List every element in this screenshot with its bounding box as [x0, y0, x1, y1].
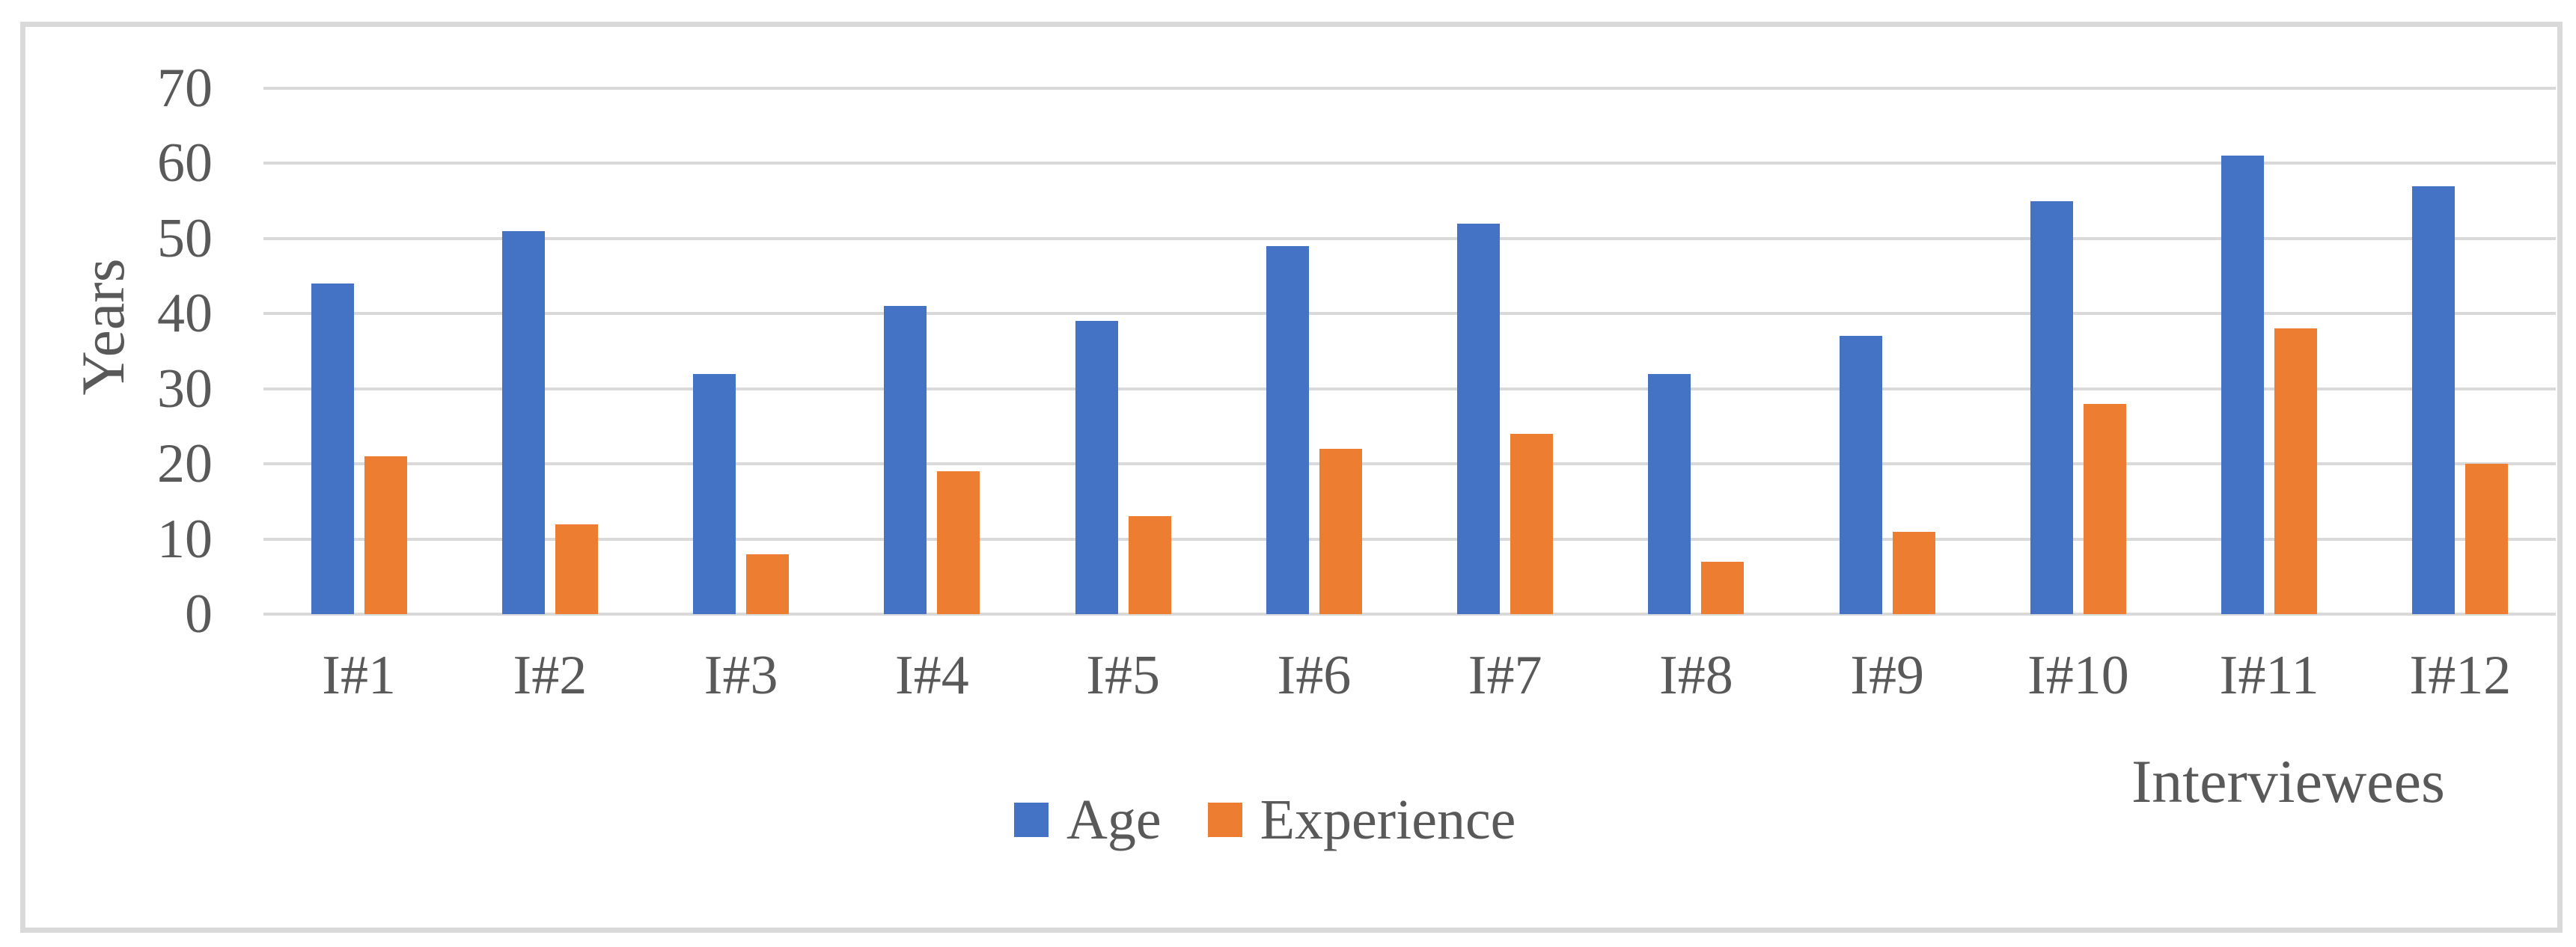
x-axis-tick-labels: I#1 I#2 I#3 I#4 I#5 I#6 I#7 I#8 I#9 I#10 I#11 I#12 [263, 648, 2556, 703]
y-tick-label-0: 0 [185, 583, 213, 645]
gridline-40 [263, 312, 2556, 316]
legend-swatch-age [1014, 803, 1049, 837]
y-tick-label-70: 70 [157, 58, 213, 119]
bar-age-I#7 [1457, 223, 1501, 614]
bar-group-I#2 [454, 88, 645, 614]
bar-experience-I#10 [2083, 403, 2126, 614]
bar-age-I#1 [311, 284, 354, 614]
y-tick-label-20: 20 [157, 433, 213, 495]
x-tick-label-I#8: I#8 [1659, 645, 1733, 706]
bar-age-I#4 [884, 306, 927, 614]
plot-area [263, 87, 2556, 616]
bar-experience-I#5 [1128, 516, 1171, 614]
bar-experience-I#6 [1319, 449, 1362, 614]
bar-age-I#12 [2412, 186, 2456, 614]
gridline-0 [263, 613, 2556, 616]
legend-item-experience: Experience [1207, 788, 1516, 851]
bar-group-I#12 [2365, 88, 2556, 614]
gridline-20 [263, 462, 2556, 466]
x-tick-label-I#1: I#1 [322, 645, 396, 706]
bar-age-I#5 [1075, 321, 1118, 614]
legend: Age Experience [1014, 784, 1516, 856]
bar-experience-I#9 [1892, 531, 1935, 614]
gridline-70 [263, 87, 2556, 90]
bar-experience-I#8 [1701, 561, 1745, 614]
bar-experience-I#2 [555, 524, 598, 614]
y-tick-label-40: 40 [157, 283, 213, 345]
gridline-60 [263, 162, 2556, 165]
bar-age-I#8 [1648, 373, 1691, 614]
y-tick-label-50: 50 [157, 207, 213, 269]
legend-label-age: Age [1066, 788, 1162, 851]
x-tick-label-I#2: I#2 [513, 645, 587, 706]
bar-experience-I#11 [2274, 328, 2318, 614]
bar-experience-I#7 [1510, 433, 1554, 614]
bar-group-I#1 [263, 88, 454, 614]
bar-group-I#3 [646, 88, 837, 614]
bar-age-I#3 [693, 373, 736, 614]
x-tick-label-I#9: I#9 [1850, 645, 1924, 706]
x-tick-label-I#10: I#10 [2027, 645, 2129, 706]
x-tick-label-I#12: I#12 [2409, 645, 2512, 706]
legend-label-experience: Experience [1260, 788, 1516, 851]
bar-groups [263, 88, 2556, 614]
bar-group-I#4 [837, 88, 1028, 614]
bar-age-I#2 [501, 230, 545, 614]
gridline-30 [263, 387, 2556, 390]
bar-group-I#10 [1983, 88, 2173, 614]
bar-age-I#9 [1839, 336, 1882, 614]
bar-experience-I#3 [746, 554, 790, 614]
bar-group-I#6 [1218, 88, 1409, 614]
x-tick-label-I#11: I#11 [2219, 645, 2319, 706]
legend-item-age: Age [1014, 791, 1162, 848]
x-tick-label-I#4: I#4 [895, 645, 969, 706]
bar-experience-I#4 [937, 471, 980, 614]
legend-swatch-experience [1207, 803, 1242, 837]
bar-age-I#6 [1266, 245, 1309, 614]
gridline-50 [263, 236, 2556, 240]
x-axis-title: Interviewees [2131, 747, 2445, 815]
bar-group-I#8 [1601, 88, 1792, 614]
bar-age-I#11 [2221, 156, 2265, 614]
bar-group-I#7 [1410, 88, 1601, 614]
y-tick-label-10: 10 [157, 508, 213, 570]
x-tick-label-I#5: I#5 [1086, 645, 1160, 706]
x-tick-label-I#3: I#3 [703, 645, 778, 706]
x-tick-label-I#7: I#7 [1468, 645, 1542, 706]
bar-experience-I#1 [364, 456, 407, 614]
y-axis-tick-labels: 0 10 20 30 40 50 60 70 [0, 61, 213, 642]
y-tick-label-60: 60 [157, 132, 213, 194]
bar-group-I#5 [1028, 88, 1218, 614]
y-tick-label-30: 30 [157, 358, 213, 420]
chart-border [20, 22, 2563, 933]
bar-group-I#11 [2174, 88, 2365, 614]
gridline-10 [263, 537, 2556, 541]
bar-group-I#9 [1792, 88, 1983, 614]
x-tick-label-I#6: I#6 [1277, 645, 1352, 706]
bar-experience-I#12 [2465, 464, 2509, 614]
bar-age-I#10 [2030, 200, 2073, 614]
